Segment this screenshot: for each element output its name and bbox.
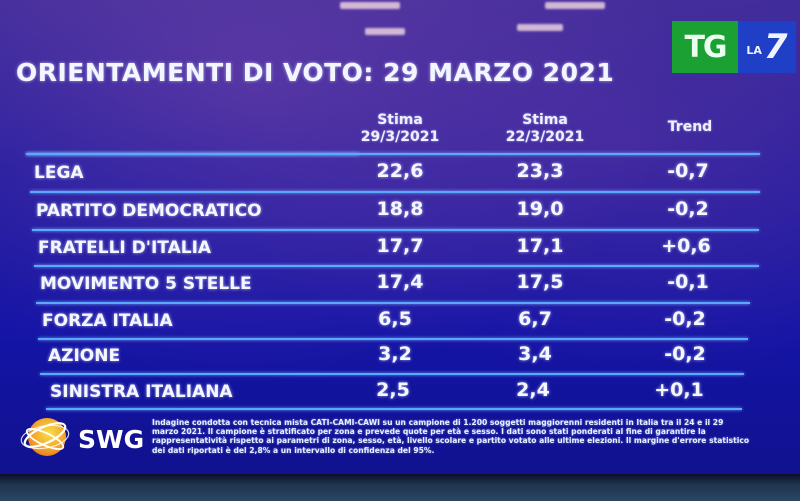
tv-screen: ORIENTAMENTI DI VOTO: 29 MARZO 2021 TG L… [0, 0, 800, 474]
party-name: AZIONE [48, 346, 121, 366]
previous-value: 3,4 [518, 343, 552, 365]
ceiling-light [340, 2, 400, 9]
divider [36, 302, 750, 304]
tg-logo-green: TG [672, 21, 738, 73]
current-value: 17,7 [376, 235, 424, 257]
trend-value: +0,1 [654, 379, 704, 401]
tg-la7-logo: TG LA 7 [672, 21, 796, 73]
current-value: 17,4 [376, 271, 424, 293]
header-current-estimate: Stima 29/3/2021 [345, 112, 455, 146]
previous-value: 17,5 [516, 271, 564, 293]
seven-text: 7 [763, 27, 788, 67]
note-line: Indagine condotta con tecnica mista CATI… [152, 418, 724, 427]
party-name: LEGA [34, 163, 84, 183]
trend-value: -0,2 [664, 308, 706, 330]
header-trend: Trend [667, 119, 713, 135]
party-name: MOVIMENTO 5 STELLE [40, 274, 252, 294]
divider [32, 229, 759, 231]
party-name: FRATELLI D'ITALIA [38, 238, 212, 258]
ceiling-light [517, 24, 563, 31]
divider [26, 153, 760, 155]
header-date: 29/3/2021 [360, 129, 440, 145]
divider [34, 265, 759, 267]
note-line: marzo 2021. Il campione è stratificato p… [152, 427, 706, 437]
party-name: PARTITO DEMOCRATICO [36, 201, 262, 221]
trend-value: +0,6 [661, 235, 711, 257]
trend-value: -0,2 [667, 198, 709, 220]
divider [46, 408, 742, 410]
previous-value: 17,1 [516, 235, 564, 257]
methodology-note: Indagine condotta con tecnica mista CATI… [152, 418, 792, 455]
previous-value: 2,4 [516, 379, 550, 401]
current-value: 3,2 [378, 343, 412, 365]
swg-logo-text: SWG [78, 425, 145, 454]
header-label: Stima [522, 112, 568, 128]
divider [30, 191, 760, 193]
la-text: LA [746, 43, 762, 57]
party-name: FORZA ITALIA [42, 311, 173, 331]
header-date: 22/3/2021 [505, 129, 585, 145]
current-value: 6,5 [378, 308, 412, 330]
current-value: 22,6 [376, 160, 424, 182]
header-previous-estimate: Stima 22/3/2021 [490, 112, 600, 146]
previous-value: 19,0 [516, 198, 564, 220]
trend-value: -0,1 [667, 271, 709, 293]
header-label: Stima [377, 112, 423, 128]
current-value: 2,5 [376, 379, 410, 401]
note-line: rappresentatività rispetto ai parametri … [152, 436, 750, 446]
globe-icon [20, 418, 70, 456]
previous-value: 6,7 [518, 308, 552, 330]
trend-value: -0,2 [664, 343, 706, 365]
divider [40, 373, 744, 375]
la7-logo-blue: LA 7 [738, 21, 796, 73]
ceiling-light [545, 2, 605, 9]
party-name: SINISTRA ITALIANA [50, 382, 233, 402]
previous-value: 23,3 [516, 160, 564, 182]
ceiling-light [365, 28, 405, 35]
page-title: ORIENTAMENTI DI VOTO: 29 MARZO 2021 [16, 58, 615, 87]
trend-value: -0,7 [667, 160, 709, 182]
current-value: 18,8 [376, 198, 424, 220]
tv-bezel [0, 474, 800, 501]
note-line: dei dati riportati è del 2,8% a un inter… [152, 445, 435, 455]
divider [38, 338, 748, 340]
